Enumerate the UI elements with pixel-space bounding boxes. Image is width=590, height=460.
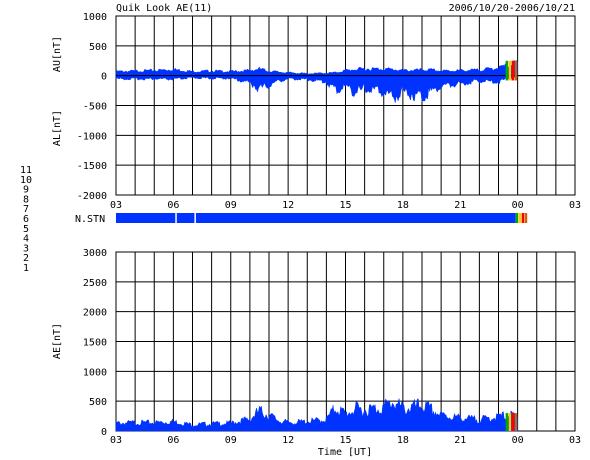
au-al-area <box>115 60 518 103</box>
y-tick-label: 1000 <box>83 367 107 378</box>
x-tick-label: 12 <box>282 200 294 211</box>
x-tick-label: 03 <box>569 200 581 211</box>
y-tick-label: 1500 <box>83 338 107 349</box>
y-tick-label: 2500 <box>83 278 107 289</box>
ae-recent-band <box>514 413 518 431</box>
legend-station-8: 8 <box>23 194 29 205</box>
ae-axis-label: AE[nT] <box>52 323 63 359</box>
y-tick-label: -2000 <box>77 191 107 202</box>
nstn-gap <box>194 213 196 223</box>
nstn-bar <box>116 213 516 223</box>
x-tick-label: 18 <box>397 435 409 446</box>
au-axis-label: AU[nT] <box>52 36 63 72</box>
station-count-panel: N.STN <box>75 213 528 225</box>
y-tick-label: 0 <box>101 72 107 83</box>
y-tick-label: 2000 <box>83 308 107 319</box>
legend-station-9: 9 <box>23 185 29 196</box>
x-tick-label: 15 <box>339 435 351 446</box>
nstn-label: N.STN <box>75 214 105 225</box>
x-tick-label: 12 <box>282 435 294 446</box>
y-tick-label: -500 <box>83 102 107 113</box>
legend-station-11: 11 <box>20 165 32 176</box>
plot-frame <box>115 15 576 196</box>
x-tick-label: 15 <box>339 200 351 211</box>
x-tick-label: 21 <box>454 200 466 211</box>
nstn-recent-band <box>524 213 528 223</box>
nstn-gap <box>175 213 177 223</box>
legend-station-7: 7 <box>23 204 29 215</box>
y-tick-label: -1000 <box>77 131 107 142</box>
legend-station-5: 5 <box>23 224 29 235</box>
x-tick-label: 00 <box>512 200 524 211</box>
x-tick-label: 03 <box>110 200 122 211</box>
recent-band <box>508 60 512 81</box>
x-tick-label: 18 <box>397 200 409 211</box>
y-tick-label: 500 <box>89 397 107 408</box>
recent-band <box>514 60 518 81</box>
legend-station-10: 10 <box>20 175 32 186</box>
al-axis-label: AL[nT] <box>52 110 63 146</box>
ae-recent-band <box>508 413 512 431</box>
nstn-recent-band <box>518 213 522 223</box>
x-tick-label: 09 <box>225 200 237 211</box>
x-tick-label: 00 <box>512 435 524 446</box>
legend-station-3: 3 <box>23 243 29 254</box>
x-tick-label: 21 <box>454 435 466 446</box>
ae-area <box>115 398 518 432</box>
recent-band <box>511 60 515 81</box>
legend-station-1: 1 <box>23 263 29 274</box>
ae-x-axis-label: Time [UT] <box>318 447 372 458</box>
x-tick-label: 03 <box>110 435 122 446</box>
legend-station-2: 2 <box>23 253 29 264</box>
legend-station-4: 4 <box>23 234 29 245</box>
x-tick-label: 09 <box>225 435 237 446</box>
chart-title: Quik Look AE(11) <box>116 3 212 14</box>
ae-recent-band <box>505 413 509 431</box>
y-tick-label: 1000 <box>83 12 107 23</box>
legend-station-6: 6 <box>23 214 29 225</box>
y-tick-label: -1500 <box>77 161 107 172</box>
x-tick-label: 03 <box>569 435 581 446</box>
ae-recent-band <box>511 413 515 431</box>
y-tick-label: 3000 <box>83 248 107 259</box>
x-tick-label: 06 <box>167 435 179 446</box>
y-tick-label: 500 <box>89 42 107 53</box>
nstn-recent-band <box>521 213 525 223</box>
nstn-recent-band <box>515 213 519 223</box>
date-range: 2006/10/20-2006/10/21 <box>449 3 575 14</box>
y-tick-label: 0 <box>101 427 107 438</box>
recent-band <box>505 60 509 81</box>
x-tick-label: 06 <box>167 200 179 211</box>
